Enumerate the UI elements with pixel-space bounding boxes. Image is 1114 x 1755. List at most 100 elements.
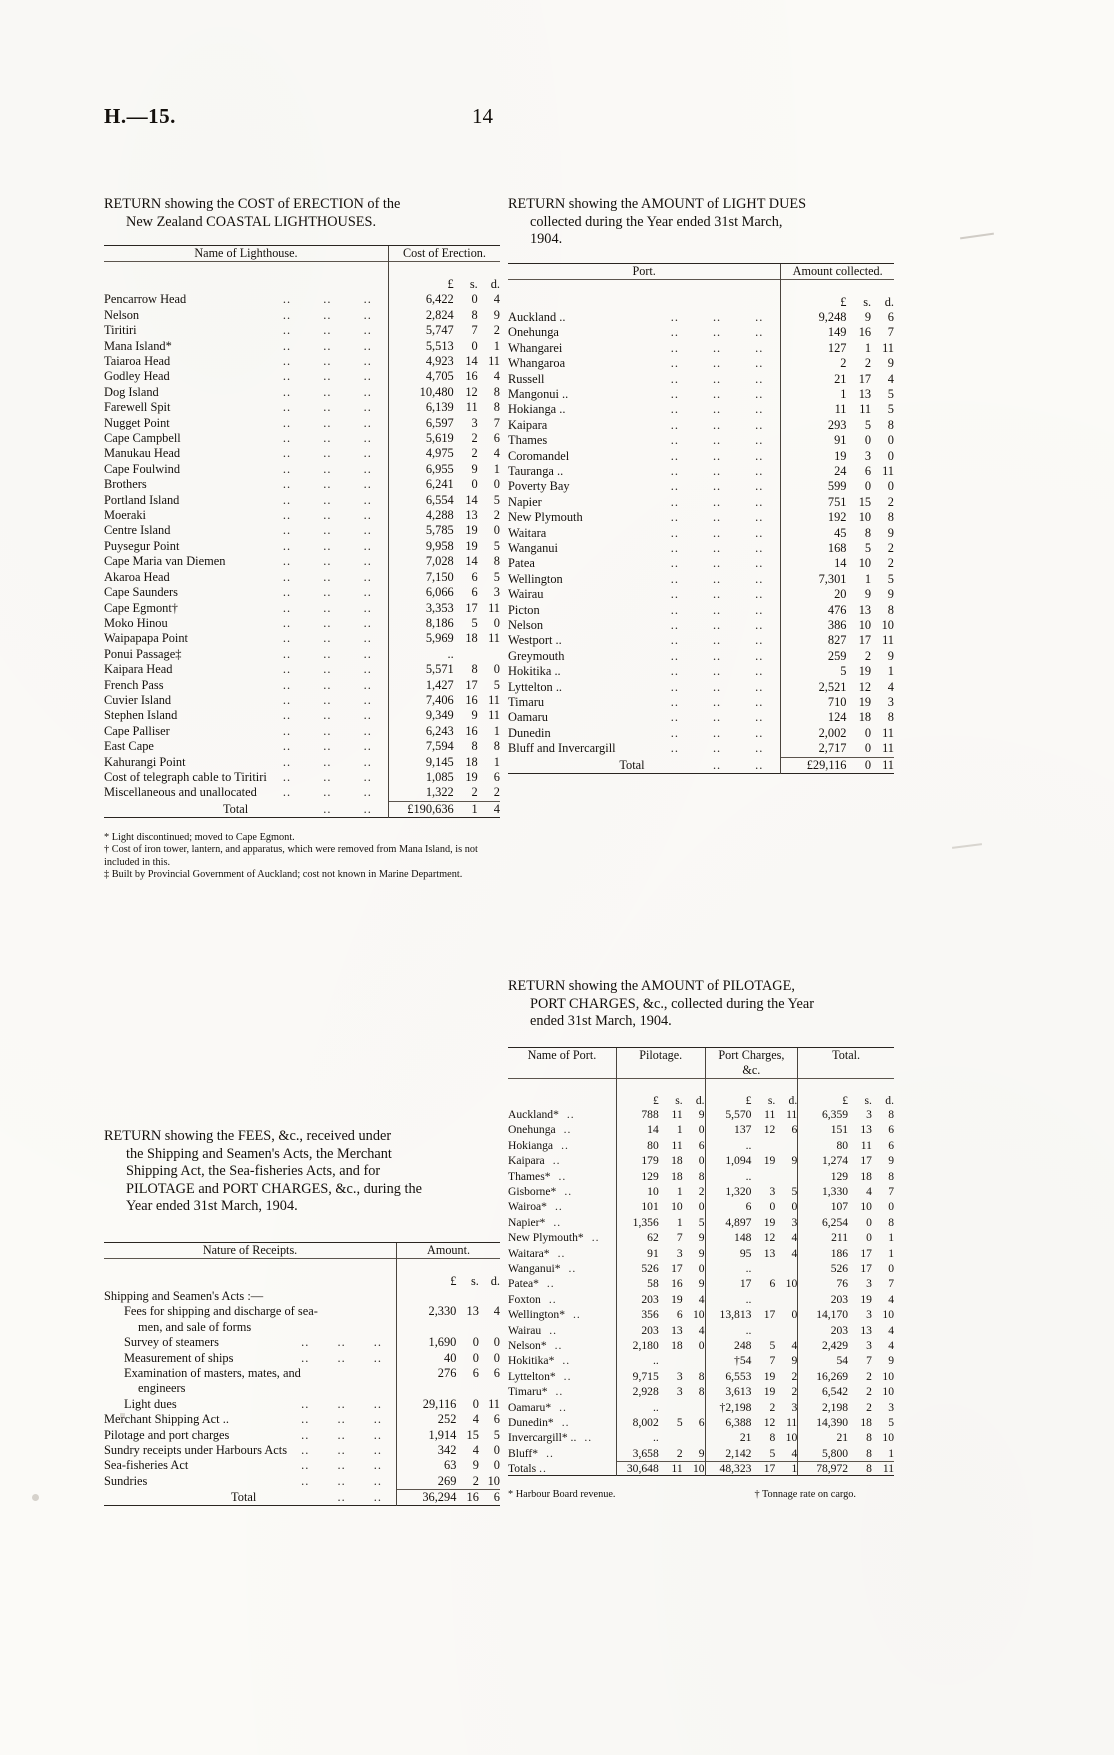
footnote-asterisk: * Light discontinued; moved to Cape Egmo… (104, 831, 295, 843)
row-total-pence: 10 (882, 1385, 894, 1399)
table-row: Cape Campbell...... 5,619 2 6 (104, 431, 500, 447)
row-pounds: 827 (780, 633, 847, 649)
row-dots-2: .. (712, 648, 722, 663)
row-label: Nugget Point (104, 415, 170, 430)
row-pence: 8 (887, 602, 894, 617)
lighthouse-title-line1: RETURN showing the COST of ERECTION of t… (104, 196, 401, 212)
row-dots-3: .. (755, 417, 764, 432)
row-pilotage-shillings: 13 (671, 1323, 683, 1337)
ld-total-pounds: £29,116 (780, 757, 847, 774)
table-row: Mana Island*...... 5,513 0 1 (104, 338, 500, 355)
row-portcharges-pence: 3 (791, 1400, 798, 1414)
row-pence: 11 (488, 692, 500, 707)
row-pounds: 21 (780, 371, 847, 387)
row-portcharges-pence: 9 (791, 1354, 798, 1368)
row-label: Wairau (508, 587, 544, 602)
row-total-pounds: 5,800 (797, 1445, 849, 1462)
table-row: Centre Island...... 5,785 19 0 (104, 523, 500, 539)
row-dots-2: .. (323, 677, 332, 692)
row-label: Invercargill* .... (508, 1431, 593, 1445)
lighthouse-total-label: Total (222, 801, 249, 816)
row-shillings: 6 (472, 1365, 479, 1380)
table-row: Dog Island...... 10,480 12 8 (104, 384, 500, 401)
row-pence: 0 (493, 615, 500, 630)
ld-total-shillings: 0 (864, 757, 872, 772)
pc-unit-pence: d. (788, 1093, 798, 1107)
table-row: Oamaru...... 124 18 8 (508, 710, 894, 726)
row-dots-1: .. (301, 1458, 310, 1473)
row-shillings: 11 (859, 402, 872, 417)
row-dots-1: .. (282, 600, 292, 615)
row-dots-3: .. (363, 754, 372, 769)
row-label: Moko Hinou (104, 615, 168, 630)
row-pence: 5 (493, 538, 500, 553)
row-pounds: 7,301 (780, 571, 847, 588)
row-pence: 11 (488, 708, 500, 723)
table-row: Picton...... 476 13 8 (508, 602, 894, 619)
row-dots-3: .. (373, 1412, 382, 1427)
row-label: Napier (508, 494, 542, 509)
row-pence: 5 (493, 1427, 500, 1442)
table-row: Cape Saunders...... 6,066 6 3 (104, 585, 500, 601)
row-pilotage-pounds: 80 (615, 1137, 659, 1154)
row-pilotage-pounds: 62 (615, 1230, 659, 1246)
row-dots-1: .. (301, 1350, 310, 1365)
row-label: Mangonui .. (508, 386, 569, 401)
row-dots-2: .. (323, 631, 332, 646)
row-dots-2: .. (712, 679, 722, 694)
table-row: Sea-fisheries Act...... 63 9 0 (104, 1458, 500, 1474)
row-pilotage-pence: 6 (698, 1138, 705, 1152)
row-dots-2: .. (323, 415, 332, 430)
table-row: Moeraki...... 4,288 13 2 (104, 508, 500, 524)
row-dots-1: .. (282, 769, 292, 784)
table-row: Nelson*.. 2,180 18 0 248 5 4 2,429 3 4 (508, 1337, 894, 1354)
row-dots: .. (568, 1261, 577, 1275)
row-dots-1: .. (282, 723, 292, 738)
table-row: Wellington*.. 356 6 10 13,813 17 0 14,170 3 10 (508, 1307, 894, 1323)
pil-total-t-shillings: 8 (866, 1462, 872, 1476)
unit-pounds: £ (387, 277, 454, 293)
row-pilotage-pounds: 203 (615, 1291, 659, 1308)
row-dots-1: .. (282, 354, 292, 369)
row-pounds: 29,116 (396, 1396, 457, 1413)
row-dots-1: .. (670, 463, 679, 478)
col-header-port-charges: Port Charges, &c. (704, 1047, 798, 1078)
row-shillings: 11 (465, 400, 478, 415)
row-total-pence: 10 (882, 1369, 894, 1383)
pil-total-t-pounds: 78,972 (797, 1462, 849, 1476)
row-shillings: 16 (465, 723, 478, 738)
fees-title-line3: Shipping Act, the Sea-fisheries Acts, an… (126, 1163, 381, 1179)
row-dots-2: .. (323, 446, 332, 461)
light-dues-header-row: Port. Amount collected. (508, 263, 894, 279)
row-label: Wellington*.. (508, 1308, 581, 1322)
row-total-pence: 8 (888, 1215, 894, 1229)
row-pilotage-pence: 0 (698, 1261, 705, 1275)
row-pounds: 9,145 (387, 754, 454, 770)
row-dots-2: .. (712, 371, 722, 386)
row-pence: 1 (493, 338, 500, 353)
row-dots-1: .. (282, 739, 292, 754)
pil-unit-pence: d. (695, 1093, 705, 1107)
table-row: Hokitika ........ 5 19 1 (508, 664, 894, 680)
row-dots-2: .. (323, 662, 332, 677)
col-header-nature-of-receipts: Nature of Receipts. (202, 1242, 298, 1257)
row-dots-1: .. (282, 754, 292, 769)
row-pounds: 6,955 (387, 461, 454, 478)
ld-bottom-rule (508, 772, 894, 779)
lighthouse-return-block: RETURN showing the COST of ERECTION of t… (104, 196, 500, 881)
row-portcharges-pounds: 148 (704, 1230, 752, 1246)
row-dots-1: .. (670, 618, 679, 633)
table-row: Cost of telegraph cable to Tiritiri.....… (104, 769, 500, 786)
row-total-pounds: 107 (797, 1199, 849, 1215)
table-row: Godley Head...... 4,705 16 4 (104, 369, 500, 385)
table-row: Wanganui...... 168 5 2 (508, 540, 894, 557)
table-row: Invercargill* ...... 21 8 10 21 8 10 (508, 1430, 894, 1446)
row-shillings: 19 (858, 695, 872, 710)
row-pounds: 6,422 (387, 292, 454, 308)
row-portcharges-pence (775, 1138, 797, 1153)
row-dots: .. (553, 1215, 562, 1229)
row-dots-2: .. (712, 725, 722, 740)
row-pounds: 2,330 (396, 1304, 457, 1336)
row-dots-2: .. (712, 664, 722, 679)
table-row: Tiritiri...... 5,747 7 2 (104, 323, 500, 339)
